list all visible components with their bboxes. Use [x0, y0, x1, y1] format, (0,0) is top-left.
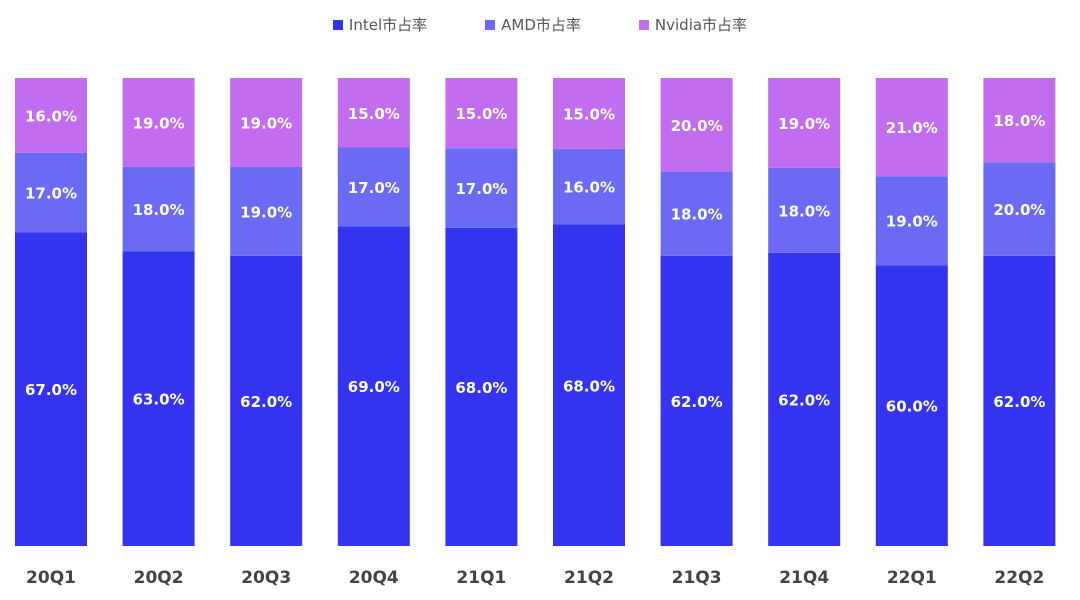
bar-amd-21Q4: [768, 167, 841, 253]
bar-amd-21Q2: [553, 148, 625, 225]
data-label-intel-20Q3: 62.0%: [240, 393, 292, 411]
data-label-amd-20Q4: 17.0%: [348, 179, 400, 197]
data-label-amd-20Q2: 18.0%: [133, 201, 185, 219]
data-label-amd-20Q3: 19.0%: [240, 203, 292, 221]
x-tick-label-20Q4: 20Q4: [349, 568, 399, 588]
data-label-nvidia-20Q4: 15.0%: [348, 105, 400, 123]
bar-nvidia-20Q4: [337, 78, 410, 148]
data-label-nvidia-20Q1: 16.0%: [25, 107, 77, 125]
data-label-amd-22Q1: 19.0%: [886, 213, 938, 231]
x-tick-label-21Q2: 21Q2: [564, 568, 614, 588]
bar-nvidia-20Q3: [230, 78, 303, 167]
x-tick-label-20Q3: 20Q3: [241, 568, 291, 588]
bar-intel-20Q2: [122, 251, 195, 546]
bar-amd-21Q1: [445, 148, 518, 228]
data-label-amd-21Q3: 18.0%: [671, 206, 723, 224]
bar-nvidia-21Q1: [445, 78, 518, 149]
x-tick-label-20Q2: 20Q2: [134, 568, 184, 588]
legend-label-nvidia: Nvidia市占率: [654, 16, 748, 34]
bar-nvidia-22Q1: [875, 78, 948, 177]
bar-nvidia-20Q1: [15, 78, 87, 153]
bar-intel-21Q4: [768, 252, 841, 546]
data-label-nvidia-20Q3: 19.0%: [240, 114, 292, 132]
legend-label-amd: AMD市占率: [501, 16, 581, 34]
data-label-intel-22Q1: 60.0%: [886, 398, 938, 416]
bar-intel-21Q1: [445, 227, 518, 546]
legend-label-intel: Intel市占率: [348, 16, 428, 34]
bar-amd-20Q2: [122, 166, 195, 252]
bar-amd-20Q1: [15, 152, 87, 233]
data-label-nvidia-22Q1: 21.0%: [886, 119, 938, 137]
bar-amd-22Q1: [875, 176, 948, 266]
x-tick-label-21Q1: 21Q1: [456, 568, 506, 588]
bar-amd-20Q3: [230, 166, 303, 256]
x-tick-label-22Q2: 22Q2: [994, 568, 1044, 588]
data-label-nvidia-22Q2: 18.0%: [993, 112, 1045, 130]
bar-intel-22Q1: [875, 265, 948, 546]
data-label-amd-21Q4: 18.0%: [778, 202, 830, 220]
data-label-intel-20Q2: 63.0%: [133, 391, 185, 409]
data-label-intel-20Q4: 69.0%: [348, 378, 400, 396]
data-label-nvidia-21Q3: 20.0%: [671, 117, 723, 135]
data-label-amd-20Q1: 17.0%: [25, 185, 77, 203]
bar-intel-21Q3: [660, 255, 733, 546]
bar-intel-22Q2: [983, 255, 1056, 546]
bar-nvidia-20Q2: [122, 78, 195, 167]
data-label-intel-21Q1: 68.0%: [455, 379, 507, 397]
data-label-amd-21Q2: 16.0%: [563, 179, 615, 197]
bar-intel-20Q3: [230, 255, 303, 546]
data-label-amd-22Q2: 20.0%: [993, 201, 1045, 219]
legend-swatch-intel: [332, 19, 343, 30]
x-tick-label-22Q1: 22Q1: [887, 568, 937, 588]
data-label-intel-22Q2: 62.0%: [993, 393, 1045, 411]
legend-item-intel: Intel市占率: [332, 14, 428, 35]
x-tick-label-20Q1: 20Q1: [26, 568, 76, 588]
data-label-nvidia-20Q2: 19.0%: [133, 114, 185, 132]
data-label-intel-20Q1: 67.0%: [25, 381, 77, 399]
x-tick-label-21Q4: 21Q4: [779, 568, 829, 588]
bar-amd-21Q3: [660, 171, 733, 256]
x-tick-label-21Q3: 21Q3: [672, 568, 722, 588]
legend: Intel市占率 AMD市占率 Nvidia市占率: [0, 14, 1080, 35]
legend-item-nvidia: Nvidia市占率: [638, 14, 748, 35]
data-label-amd-21Q1: 17.0%: [455, 180, 507, 198]
bar-intel-20Q4: [337, 226, 410, 546]
legend-swatch-amd: [485, 19, 496, 30]
data-label-nvidia-21Q4: 19.0%: [778, 115, 830, 133]
legend-swatch-nvidia: [638, 19, 649, 30]
bar-intel-21Q2: [553, 224, 625, 546]
bar-nvidia-21Q2: [553, 78, 625, 149]
data-label-nvidia-21Q2: 15.0%: [563, 105, 615, 123]
bar-nvidia-21Q3: [660, 78, 733, 172]
legend-item-amd: AMD市占率: [485, 14, 581, 35]
data-label-intel-21Q4: 62.0%: [778, 391, 830, 409]
bar-amd-20Q4: [337, 147, 410, 227]
bar-nvidia-21Q4: [768, 78, 841, 168]
data-label-intel-21Q3: 62.0%: [671, 393, 723, 411]
bar-amd-22Q2: [983, 162, 1056, 256]
data-label-nvidia-21Q1: 15.0%: [455, 105, 507, 123]
bar-intel-20Q1: [15, 232, 87, 546]
bar-nvidia-22Q2: [983, 78, 1056, 163]
data-label-intel-21Q2: 68.0%: [563, 377, 615, 395]
